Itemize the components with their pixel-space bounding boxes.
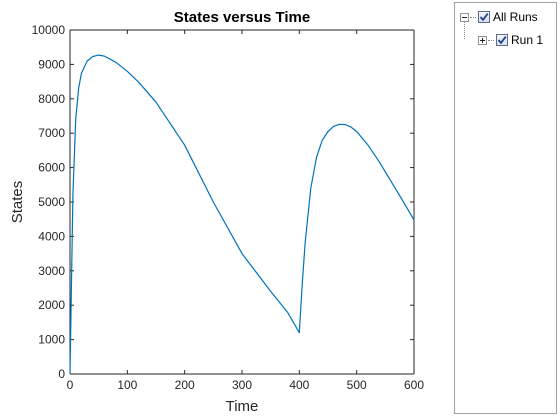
chart-title: States versus Time <box>174 9 310 26</box>
y-tick-label: 5000 <box>38 195 65 209</box>
tree-dots <box>470 16 476 18</box>
series-layer <box>69 54 415 375</box>
y-tick-label: 9000 <box>38 57 65 71</box>
series-line <box>69 54 415 375</box>
y-tick-label: 7000 <box>38 126 65 140</box>
x-tick-label: 300 <box>232 378 252 392</box>
x-tick-label: 0 <box>67 378 74 392</box>
plot-area <box>70 30 414 374</box>
x-tick-label: 500 <box>347 378 367 392</box>
checkmark-icon <box>479 13 489 22</box>
tree-connector <box>464 22 465 39</box>
y-tick-label: 3000 <box>38 264 65 278</box>
y-tick-label: 1000 <box>38 333 65 347</box>
ticks: 0 100 200 300 400 500 600010002000300040005000… <box>32 23 425 392</box>
y-tick-label: 4000 <box>38 229 65 243</box>
y-tick-label: 10000 <box>32 23 66 37</box>
run-1-checkbox[interactable] <box>496 34 508 46</box>
y-tick-label: 2000 <box>38 298 65 312</box>
x-tick-label: 100 <box>117 378 137 392</box>
tree-dots <box>488 39 494 41</box>
x-tick-label: 600 <box>404 378 424 392</box>
run-1-label: Run 1 <box>511 33 544 47</box>
run-tree-panel[interactable]: All Runs Run 1 <box>454 2 557 414</box>
x-tick-label: 400 <box>289 378 309 392</box>
y-tick-label: 8000 <box>38 92 65 106</box>
all-runs-label: All Runs <box>493 10 538 24</box>
y-tick-label: 6000 <box>38 161 65 175</box>
collapse-icon[interactable] <box>460 12 469 22</box>
y-axis-label: States <box>9 181 26 224</box>
tree-item-all-runs[interactable]: All Runs <box>460 9 538 25</box>
all-runs-checkbox[interactable] <box>478 11 490 23</box>
x-axis-label: Time <box>226 398 259 415</box>
checkmark-icon <box>497 36 507 45</box>
y-tick-label: 0 <box>58 367 65 381</box>
tree-item-run-1[interactable]: Run 1 <box>478 32 543 48</box>
expand-icon[interactable] <box>478 35 487 45</box>
x-tick-label: 200 <box>175 378 195 392</box>
